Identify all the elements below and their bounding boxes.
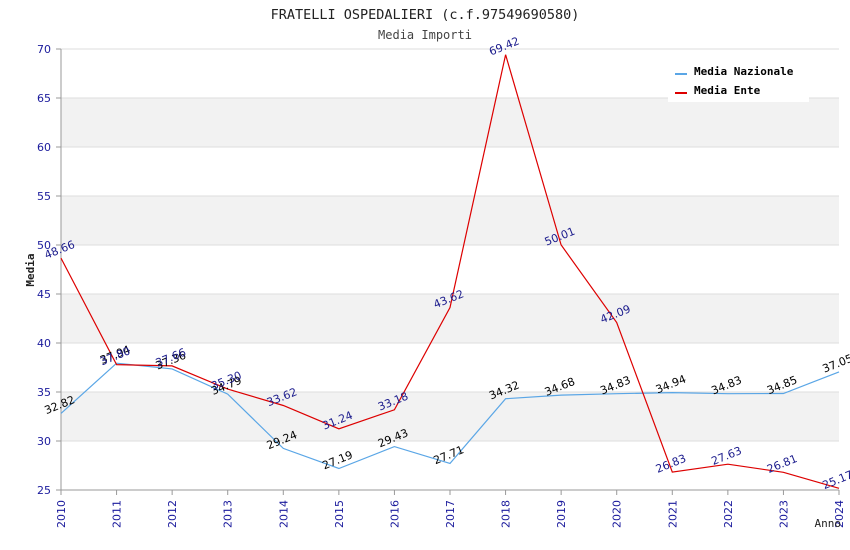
series-line (60, 54, 840, 489)
x-tick-label: 2015 (333, 500, 346, 528)
y-tick-label: 60 (37, 141, 51, 154)
y-tick-label: 40 (37, 337, 51, 350)
x-tick-label: 2014 (277, 500, 290, 528)
x-axis-label: Anno (815, 517, 842, 530)
x-tick-label: 2020 (611, 500, 624, 528)
series-line (60, 362, 840, 470)
chart-subtitle: Media Importi (378, 28, 472, 42)
legend-label: Media Nazionale (694, 65, 794, 78)
x-tick-label: 2024 (833, 500, 846, 528)
x-tick-label: 2022 (722, 500, 735, 528)
x-tick-label: 2023 (777, 500, 790, 528)
plot-band (61, 294, 839, 343)
x-tick-label: 2011 (111, 500, 124, 528)
legend: Media Nazionale Media Ente (668, 60, 809, 102)
x-tick-label: 2016 (388, 500, 401, 528)
y-tick-label: 65 (37, 92, 51, 105)
y-tick-label: 35 (37, 386, 51, 399)
series-lines (60, 54, 840, 489)
x-tick-label: 2018 (500, 500, 513, 528)
legend-box (668, 60, 809, 102)
x-tick-label: 2017 (444, 500, 457, 528)
plot-band (61, 147, 839, 196)
y-axis-label: Media (24, 253, 37, 286)
plot-band (61, 441, 839, 490)
y-tick-label: 45 (37, 288, 51, 301)
y-tick-label: 25 (37, 484, 51, 497)
plot-band (61, 343, 839, 392)
x-tick-label: 2021 (666, 500, 679, 528)
x-tick-label: 2012 (166, 500, 179, 528)
y-tick-label: 70 (37, 43, 51, 56)
chart-title: FRATELLI OSPEDALIERI (c.f.97549690580) (271, 7, 580, 23)
plot-band (61, 392, 839, 441)
legend-label: Media Ente (694, 84, 761, 97)
plot-band (61, 98, 839, 147)
axes: 25 30 35 40 45 50 55 60 65 70 2010 2011 2012 2013 2014… (37, 43, 846, 528)
y-tick-label: 30 (37, 435, 51, 448)
x-tick-label: 2019 (555, 500, 568, 528)
x-tick-label: 2010 (55, 500, 68, 528)
x-tick-label: 2013 (222, 500, 235, 528)
plot-bands (61, 49, 839, 490)
y-tick-label: 50 (37, 239, 51, 252)
y-tick-label: 55 (37, 190, 51, 203)
plot-band (61, 196, 839, 245)
plot-band (61, 245, 839, 294)
